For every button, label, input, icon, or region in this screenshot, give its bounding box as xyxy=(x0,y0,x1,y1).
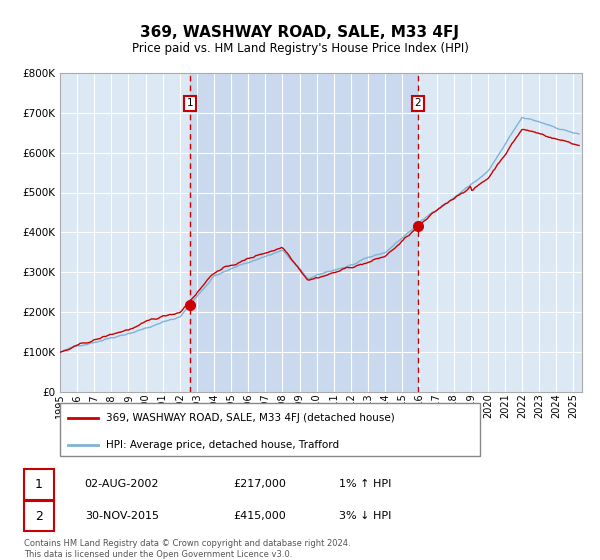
Text: 369, WASHWAY ROAD, SALE, M33 4FJ: 369, WASHWAY ROAD, SALE, M33 4FJ xyxy=(140,25,460,40)
FancyBboxPatch shape xyxy=(24,501,55,531)
Text: 30-NOV-2015: 30-NOV-2015 xyxy=(85,511,159,521)
Text: Contains HM Land Registry data © Crown copyright and database right 2024.
This d: Contains HM Land Registry data © Crown c… xyxy=(24,539,350,559)
Text: 02-AUG-2002: 02-AUG-2002 xyxy=(85,479,159,489)
Text: £217,000: £217,000 xyxy=(234,479,287,489)
Text: £415,000: £415,000 xyxy=(234,511,287,521)
Text: 2: 2 xyxy=(35,510,43,523)
Text: Price paid vs. HM Land Registry's House Price Index (HPI): Price paid vs. HM Land Registry's House … xyxy=(131,42,469,55)
Text: 1% ↑ HPI: 1% ↑ HPI xyxy=(338,479,391,489)
Text: HPI: Average price, detached house, Trafford: HPI: Average price, detached house, Traf… xyxy=(106,440,340,450)
Text: 3% ↓ HPI: 3% ↓ HPI xyxy=(338,511,391,521)
Text: 369, WASHWAY ROAD, SALE, M33 4FJ (detached house): 369, WASHWAY ROAD, SALE, M33 4FJ (detach… xyxy=(106,413,395,423)
Text: 1: 1 xyxy=(187,98,193,108)
Bar xyxy=(190,73,418,392)
FancyBboxPatch shape xyxy=(60,403,480,456)
FancyBboxPatch shape xyxy=(24,469,55,500)
Text: 1: 1 xyxy=(35,478,43,491)
Text: 2: 2 xyxy=(415,98,421,108)
